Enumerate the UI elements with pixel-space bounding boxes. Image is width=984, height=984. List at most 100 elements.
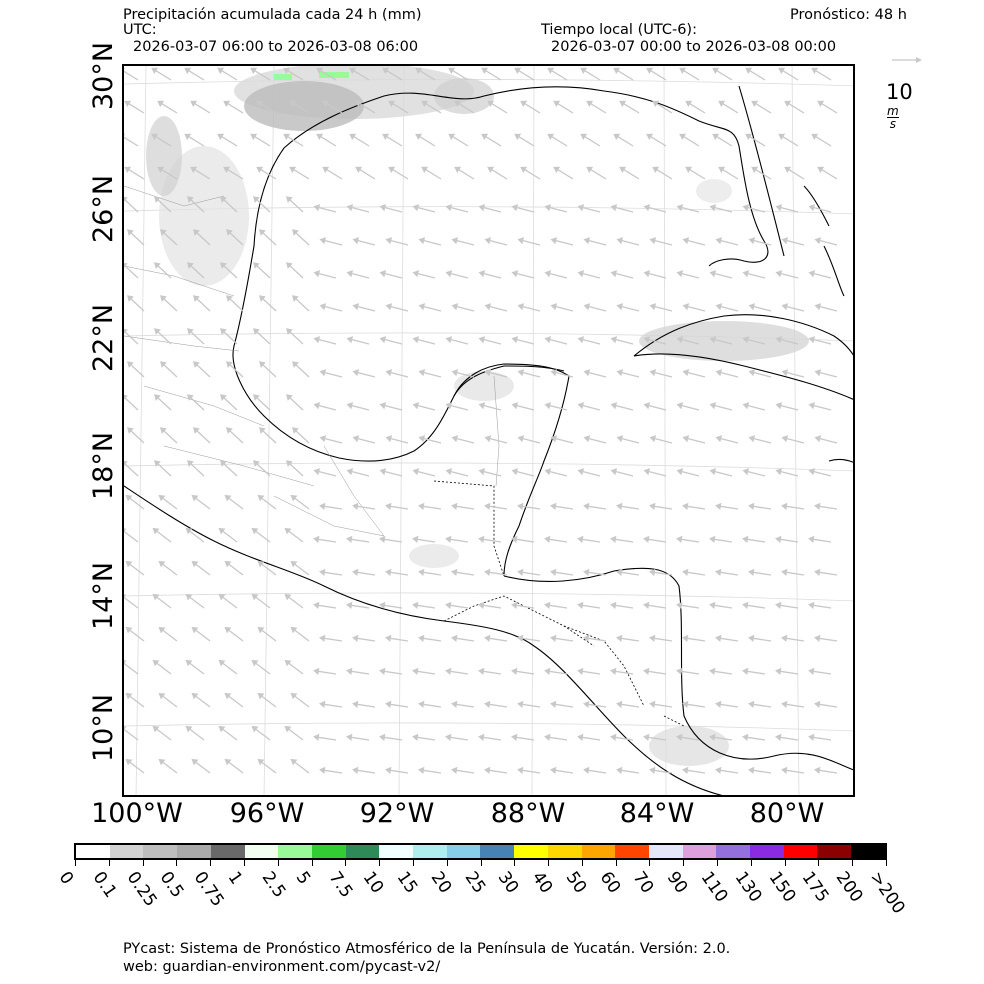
wind-vector — [318, 670, 337, 675]
wind-vector-head — [709, 601, 716, 610]
wind-vector-head — [814, 568, 821, 577]
wind-vector — [483, 272, 502, 279]
wind-vector — [522, 371, 541, 378]
wind-vector-head — [583, 634, 590, 643]
wind-vector — [324, 437, 343, 444]
colorbar-tick — [75, 860, 76, 866]
wind-vector — [813, 604, 832, 609]
wind-vector — [516, 736, 535, 741]
wind-vector — [623, 103, 640, 114]
wind-vector-head — [715, 369, 723, 377]
wind-vector-head — [610, 733, 617, 742]
wind-vector — [687, 703, 706, 708]
wind-vector — [755, 169, 772, 180]
lon-label-84w: 84°W — [619, 798, 695, 829]
wind-vector-head — [445, 601, 452, 610]
wind-vector-head — [352, 700, 359, 709]
wind-vector — [262, 430, 277, 444]
wind-vector-head — [478, 270, 486, 278]
wind-vector — [419, 136, 436, 147]
wind-vector — [351, 206, 370, 213]
wind-vector — [516, 470, 535, 477]
wind-vector — [813, 670, 832, 675]
wind-vector-head — [154, 460, 161, 467]
wind-vector-head — [520, 166, 528, 174]
wind-vector-head — [185, 725, 193, 733]
wind-vector — [162, 695, 178, 708]
wind-vector — [294, 563, 310, 576]
wind-vector — [318, 470, 337, 477]
wind-vector — [714, 604, 733, 609]
wind-vector-head — [709, 468, 717, 476]
colorbar-tick — [379, 860, 381, 866]
wind-vector — [188, 70, 205, 81]
wind-vector — [384, 736, 403, 741]
wind-vector — [821, 169, 838, 180]
wind-vector — [753, 505, 772, 510]
wind-vector — [582, 538, 601, 543]
wind-vector — [324, 305, 343, 312]
wind-vector — [522, 637, 541, 642]
wind-vector-head — [160, 427, 167, 434]
wind-vector — [163, 430, 178, 444]
wind-vector — [687, 769, 706, 774]
wind-vector-head — [550, 435, 558, 443]
wind-vector-head — [253, 460, 260, 467]
wind-vector — [129, 563, 145, 576]
wind-vector-head — [679, 133, 687, 141]
wind-vector-head — [550, 502, 557, 511]
wind-vector-head — [346, 270, 354, 278]
wind-vector — [549, 604, 568, 609]
wind-vector-head — [583, 766, 590, 775]
wind-vector-head — [517, 237, 525, 245]
wind-vector-head — [187, 262, 194, 269]
wind-vector-head — [445, 667, 452, 676]
wind-vector — [485, 70, 502, 81]
wind-vector-head — [484, 237, 492, 245]
wind-vector-head — [709, 204, 717, 212]
wind-vector — [522, 305, 541, 312]
wind-vector — [384, 206, 403, 213]
wind-vector-head — [610, 402, 618, 410]
wind-vector — [813, 404, 832, 411]
wind-vector — [228, 563, 244, 576]
wind-vector — [615, 604, 634, 609]
wind-vector-head — [319, 435, 327, 443]
wind-vector-head — [385, 502, 392, 511]
colorbar-cell — [817, 845, 852, 858]
wind-vector-head — [709, 535, 716, 544]
wind-vector-head — [742, 733, 749, 742]
colorbar-tick — [277, 860, 279, 866]
wind-vector — [819, 437, 838, 444]
wind-vector — [456, 571, 475, 576]
wind-vector — [351, 272, 370, 279]
wind-vector-head — [193, 295, 200, 302]
wind-vector-head — [187, 328, 194, 335]
wind-vector — [228, 497, 244, 510]
wind-vector — [318, 538, 337, 543]
wind-vector — [450, 538, 469, 543]
wind-vector — [357, 239, 376, 246]
wind-vector — [786, 703, 805, 708]
wind-vector-head — [127, 295, 134, 302]
wind-vector-head — [478, 204, 486, 212]
wind-vector-head — [152, 527, 160, 535]
colorbar-tick — [345, 860, 347, 866]
wind-vector-head — [445, 402, 453, 410]
wind-vector — [654, 305, 673, 312]
wind-vector-head — [814, 766, 821, 775]
wind-vector-head — [649, 303, 657, 311]
wind-vector — [555, 703, 574, 708]
wind-vector-head — [544, 667, 551, 676]
wind-vector — [124, 728, 139, 741]
wind-vector-head — [454, 100, 462, 108]
wind-vector — [621, 239, 640, 246]
wind-vector-head — [517, 303, 525, 311]
wind-vector — [786, 305, 805, 312]
wind-vector-head — [649, 634, 656, 643]
colorbar-cell — [210, 845, 245, 858]
wind-vector-head — [715, 766, 722, 775]
colorbar-tick — [649, 860, 651, 866]
wind-vector-head — [511, 336, 519, 344]
wind-vector-head — [251, 659, 259, 667]
